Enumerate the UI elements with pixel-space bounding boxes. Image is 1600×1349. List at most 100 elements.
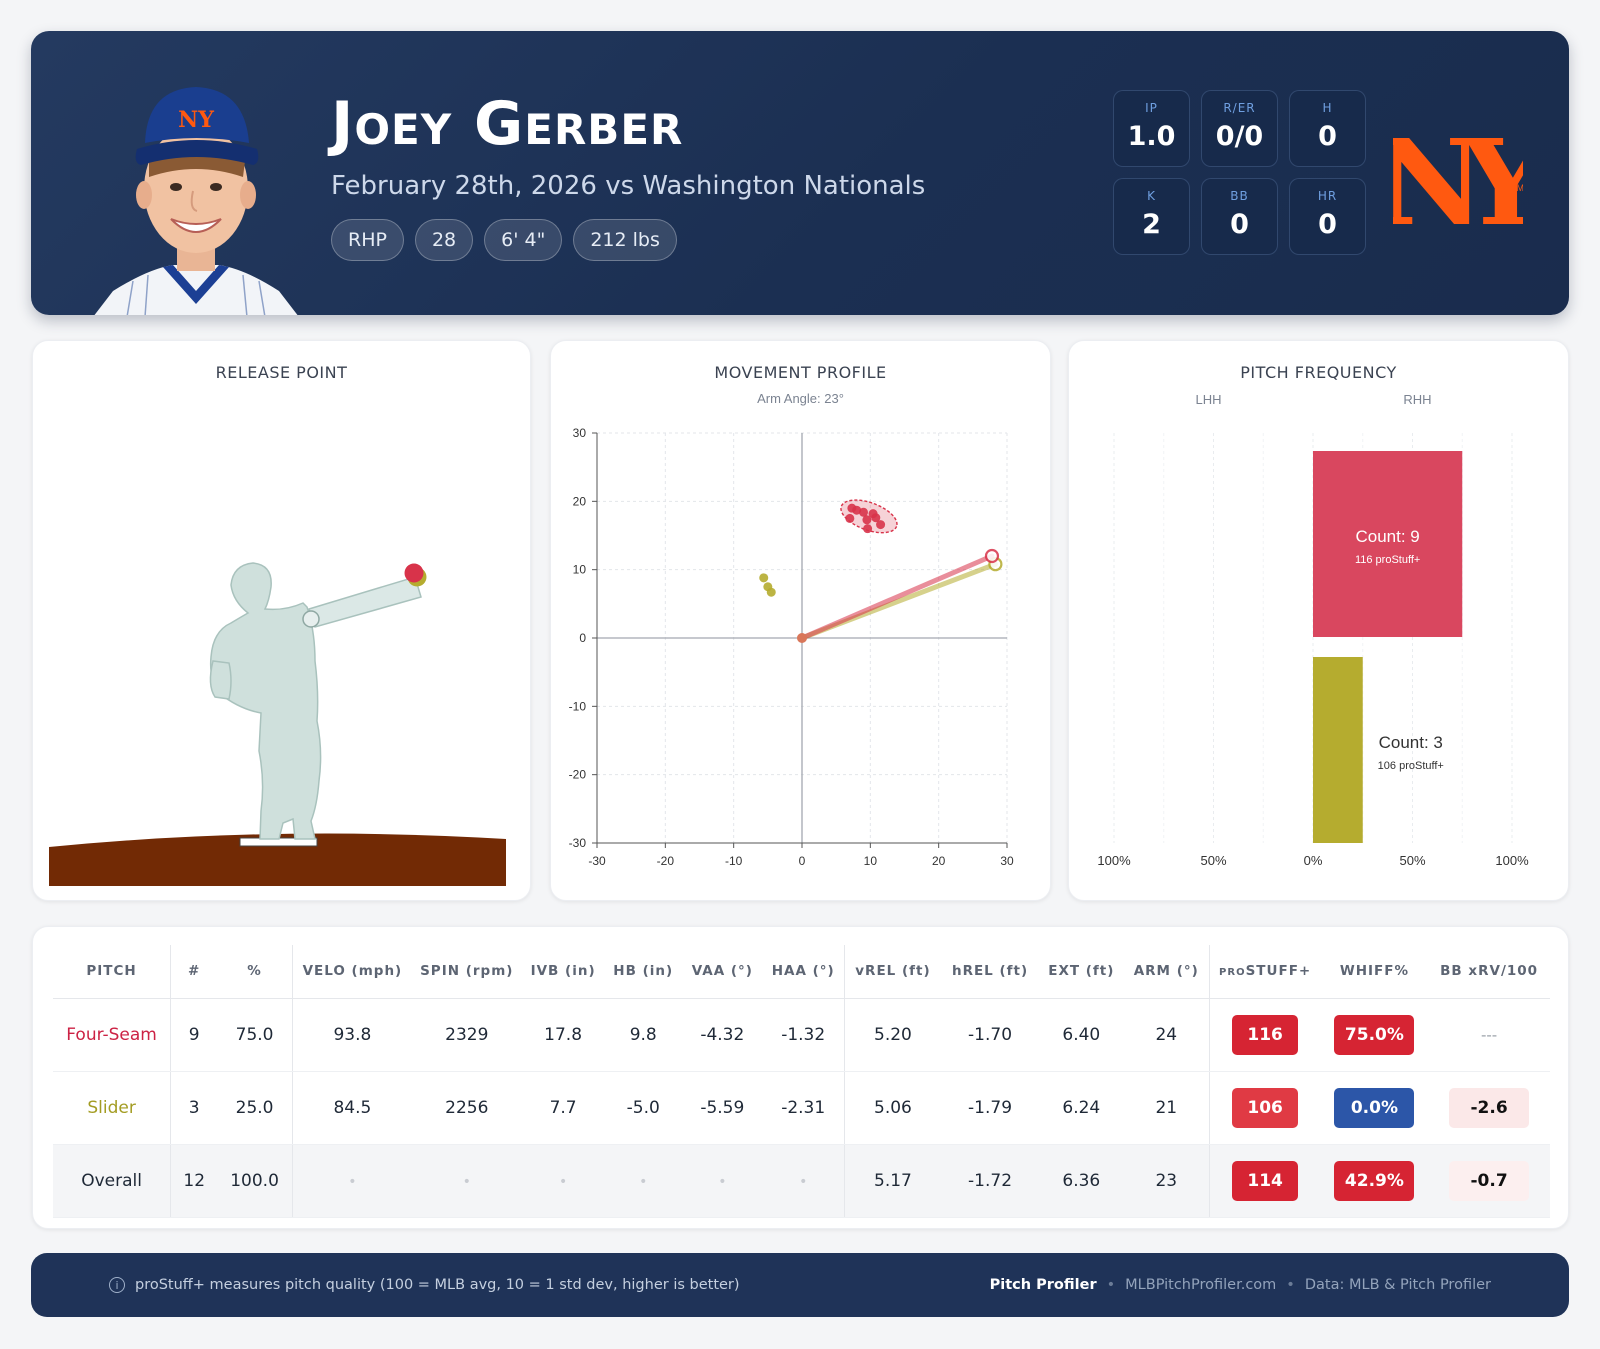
cell-vrel: 5.17 [844, 1144, 942, 1218]
y-tick-label: -20 [569, 768, 587, 782]
cell-spin: 2329 [412, 998, 522, 1072]
ext-value: 6.40 [1062, 1024, 1101, 1045]
col-vrel: vREL (ft) [844, 945, 942, 999]
player-header: NY Joey Gerber February 28th, 2026 vs Wa… [31, 31, 1569, 315]
pitch-point [766, 587, 776, 597]
cell-pitch: Four-Seam [53, 998, 172, 1072]
hrel-value: -1.79 [968, 1097, 1013, 1118]
pct-value: 25.0 [235, 1097, 274, 1118]
arm-angle-vector [799, 553, 995, 641]
stat-label: K [1147, 189, 1156, 203]
stat-ip: IP 1.0 [1113, 90, 1190, 167]
pitch-point [845, 513, 855, 523]
ext-value: 6.36 [1062, 1170, 1101, 1191]
player-headshot: NY [94, 87, 298, 315]
ivb-value: • [558, 1173, 568, 1190]
x-tick-label: 100% [1097, 853, 1131, 868]
footer-note: i proStuff+ measures pitch quality (100 … [109, 1277, 740, 1293]
n-value: 12 [183, 1170, 206, 1191]
col-ext: EXT (ft) [1038, 945, 1124, 999]
player-bio-pills: RHP 28 6' 4" 212 lbs [331, 219, 677, 261]
cell-pitch: Overall [53, 1144, 172, 1218]
cell-hrel: -1.79 [941, 1071, 1039, 1145]
team-logo-text: NY [1393, 113, 1523, 252]
release-point-title: RELEASE POINT [215, 363, 348, 382]
vrel-value: 5.17 [874, 1170, 912, 1191]
cell-xrv: -2.6 [1428, 1071, 1550, 1145]
x-tick-label: 100% [1495, 853, 1529, 868]
pitch-point [862, 515, 872, 525]
x-tick-label: 50% [1200, 853, 1226, 868]
cell-hb: -5.0 [604, 1071, 682, 1145]
pitch-value: Slider [87, 1097, 136, 1118]
prostuff-label: 116 proStuff+ [1355, 554, 1420, 566]
stuff-badge: 106 [1232, 1087, 1299, 1128]
movement-profile-panel: MOVEMENT PROFILE Arm Angle: 23° 30 20 10 0 -… [550, 340, 1051, 901]
stat-value: 2 [1142, 209, 1161, 240]
stat-label: IP [1145, 101, 1158, 115]
pitchers-mound [49, 833, 506, 886]
hb-value: • [639, 1173, 648, 1190]
col-spin: SPIN (rpm) [412, 945, 522, 999]
arm-angle-label: Arm Angle: 23° [757, 391, 844, 406]
col-bb-xrv: BB xRV/100 [1428, 945, 1550, 999]
ivb-value: 7.7 [549, 1097, 577, 1118]
stat-label: HR [1317, 189, 1338, 203]
stat-label: H [1322, 101, 1333, 115]
hb-value: -5.0 [626, 1097, 660, 1118]
cell-whiff: 42.9% [1320, 1144, 1429, 1218]
xrv-value: --- [1480, 1025, 1498, 1044]
spin-value: • [462, 1173, 471, 1190]
prostuff-label: 106 proStuff+ [1378, 760, 1444, 772]
col-prostuff: PROSTUFF+ [1209, 945, 1321, 999]
x-tick-label: 0% [1304, 853, 1323, 868]
y-tick-label: 20 [573, 494, 587, 508]
cell-n: 9 [170, 998, 218, 1072]
footer: i proStuff+ measures pitch quality (100 … [31, 1253, 1569, 1317]
cell-vaa: • [681, 1144, 763, 1218]
whiff-badge: 0.0% [1334, 1087, 1415, 1128]
movement-profile-chart: 30 20 10 0 -10 -20 -30-30 -20 -10 0 10 20 30 [569, 426, 1014, 868]
velo-value: • [348, 1173, 357, 1190]
spin-value: 2329 [445, 1024, 489, 1045]
x-tick-label: -20 [657, 854, 675, 868]
col-count: # [170, 945, 218, 999]
hrel-value: -1.72 [968, 1170, 1013, 1191]
cell-vrel: 5.20 [844, 998, 942, 1072]
col-vaa: VAA (°) [681, 945, 763, 999]
release-point-panel: RELEASE POINT [32, 340, 531, 901]
stat-value: 0 [1318, 209, 1337, 240]
col-ivb: IVB (in) [521, 945, 605, 999]
arm-value: 21 [1155, 1097, 1178, 1118]
side-label-rhh: RHH [1403, 392, 1431, 407]
cell-hrel: -1.72 [941, 1144, 1039, 1218]
footer-separator: • [1106, 1277, 1116, 1293]
cell-ivb: 7.7 [521, 1071, 605, 1145]
fourseam-release-point [404, 563, 424, 583]
cell-n: 3 [170, 1071, 218, 1145]
col-arm: ARM (°) [1123, 945, 1210, 999]
stat-value: 0 [1318, 121, 1337, 152]
pitch-point [859, 507, 868, 517]
cell-spin: 2256 [412, 1071, 522, 1145]
x-tick-label: 20 [932, 854, 946, 868]
x-tick-label: 30 [1000, 854, 1014, 868]
footer-site-link[interactable]: MLBPitchProfiler.com [1125, 1277, 1277, 1293]
player-name: Joey Gerber [331, 89, 684, 159]
footer-data-source: Data: MLB & Pitch Profiler [1304, 1277, 1491, 1293]
pct-value: 100.0 [230, 1170, 279, 1191]
stuff-badge: 116 [1232, 1014, 1299, 1055]
table-row: Slider 3 25.0 84.5 2256 7.7 -5.0 -5.59 -2.31 5.06… [53, 1071, 1550, 1145]
pitch-frequency-panel: PITCH FREQUENCY 100% 50% 0% 50% 100% LHH RHH Co… [1068, 340, 1569, 901]
cell-arm: 24 [1123, 998, 1210, 1072]
cell-whiff: 75.0% [1320, 998, 1429, 1072]
origin-point [797, 633, 807, 643]
col-pct: % [217, 945, 293, 999]
cell-xrv: --- [1428, 998, 1550, 1072]
y-tick-label: -10 [569, 699, 587, 713]
velo-value: 93.8 [333, 1024, 372, 1045]
cell-vrel: 5.06 [844, 1071, 942, 1145]
pill-height: 6' 4" [484, 219, 563, 261]
stat-bb: BB 0 [1201, 178, 1278, 255]
